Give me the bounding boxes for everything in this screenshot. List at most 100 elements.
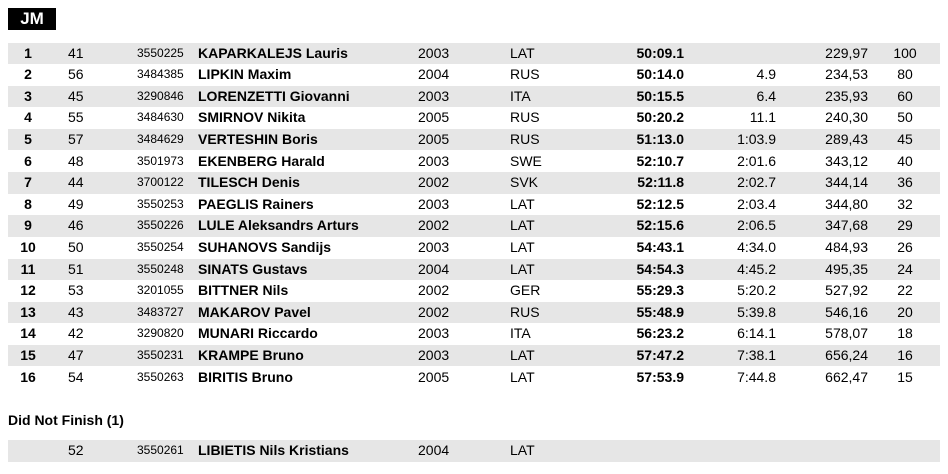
cup-cell: 100 <box>893 44 917 61</box>
bib-cell: 57 <box>68 130 84 147</box>
code-cell: 3550263 <box>137 369 184 384</box>
rank-cell: 10 <box>20 238 36 255</box>
result-row: 52 3550261 LIBIETIS Nils Kristians 2004 LAT <box>8 440 940 462</box>
code-cell: 3290846 <box>137 88 184 103</box>
bib-cell: 43 <box>68 303 84 320</box>
code-cell: 3550248 <box>137 261 184 276</box>
name-cell: BITTNER Nils <box>198 282 289 299</box>
year-cell: 2003 <box>418 325 450 342</box>
bib-cell: 49 <box>68 195 84 212</box>
points-cell: 656,24 <box>825 346 868 363</box>
time-cell: 52:11.8 <box>637 174 684 191</box>
rank-cell: 1 <box>24 44 32 61</box>
year-cell: 2002 <box>418 282 450 299</box>
cup-cell: 50 <box>897 109 913 126</box>
name-cell: LULE Aleksandrs Arturs <box>198 217 359 234</box>
time-cell: 56:23.2 <box>636 325 684 342</box>
name-cell: SINATS Gustavs <box>198 260 308 277</box>
name-cell: MAKAROV Pavel <box>198 303 311 320</box>
cup-cell: 32 <box>897 195 913 212</box>
code-cell: 3484629 <box>137 131 184 146</box>
result-row: 1 41 3550225 KAPARKALEJS Lauris 2003 LAT 50:09… <box>8 42 940 65</box>
result-row: 14 42 3290820 MUNARI Riccardo 2003 ITA 56:23.2… <box>8 323 940 345</box>
result-row: 13 43 3483727 MAKAROV Pavel 2002 RUS 55:48.9 5:… <box>8 301 940 324</box>
cup-cell: 22 <box>897 282 913 299</box>
code-cell: 3550254 <box>137 239 184 254</box>
points-cell: 546,16 <box>825 303 868 320</box>
rank-cell: 7 <box>24 174 32 191</box>
year-cell: 2003 <box>418 44 450 61</box>
year-cell: 2003 <box>418 152 450 169</box>
points-cell: 662,47 <box>825 368 868 385</box>
code-cell: 3550231 <box>137 347 184 362</box>
time-cell: 50:14.0 <box>636 66 684 83</box>
section-title: Did Not Finish (1) <box>8 412 124 428</box>
code-cell: 3290820 <box>137 326 184 341</box>
diff-cell: 5:39.8 <box>737 303 776 320</box>
points-cell: 484,93 <box>825 238 868 255</box>
result-row: 12 53 3201055 BITTNER Nils 2002 GER 55:29.3 5:2… <box>8 280 940 302</box>
bib-cell: 55 <box>68 109 84 126</box>
time-cell: 54:43.1 <box>636 238 684 255</box>
diff-cell: 11.1 <box>749 109 776 126</box>
result-row: 6 48 3501973 EKENBERG Harald 2003 SWE 52:10.7 2… <box>8 151 940 173</box>
result-row: 9 46 3550226 LULE Aleksandrs Arturs 2002 LAT 5… <box>8 215 940 237</box>
rank-cell: 8 <box>24 195 32 212</box>
cup-cell: 60 <box>897 87 913 104</box>
diff-cell: 2:01.6 <box>737 152 776 169</box>
bib-cell: 54 <box>68 368 84 385</box>
time-cell: 57:53.9 <box>636 368 684 385</box>
cup-cell: 20 <box>897 303 913 320</box>
points-cell: 578,07 <box>825 325 868 342</box>
rank-cell: 13 <box>20 303 36 320</box>
result-row: 2 56 3484385 LIPKIN Maxim 2004 RUS 50:14.0 4.9 2… <box>8 64 940 86</box>
time-cell: 50:15.5 <box>636 87 684 104</box>
name-cell: LIPKIN Maxim <box>198 66 292 83</box>
code-cell: 3550225 <box>137 45 184 60</box>
rank-cell: 3 <box>24 87 32 104</box>
year-cell: 2003 <box>418 346 450 363</box>
time-cell: 50:20.2 <box>636 109 684 126</box>
rank-cell: 2 <box>24 66 32 83</box>
rank-cell: 6 <box>24 152 32 169</box>
rank-cell: 11 <box>20 260 36 277</box>
rank-cell: 14 <box>20 325 36 342</box>
year-cell: 2002 <box>418 217 450 234</box>
points-cell: 347,68 <box>825 217 868 234</box>
year-cell: 2002 <box>418 174 450 191</box>
bib-cell: 52 <box>68 442 84 458</box>
time-cell: 57:47.2 <box>636 346 684 363</box>
diff-cell: 5:20.2 <box>737 282 776 299</box>
diff-cell: 2:02.7 <box>737 174 776 191</box>
diff-cell: 1:03.9 <box>737 130 776 147</box>
result-row: 8 49 3550253 PAEGLIS Rainers 2003 LAT 52:12.5 2… <box>8 194 940 216</box>
cup-cell: 16 <box>897 346 913 363</box>
code-cell: 3201055 <box>137 283 184 298</box>
diff-cell: 7:44.8 <box>737 368 776 385</box>
points-cell: 229,97 <box>825 44 868 61</box>
nation-cell: SVK <box>510 174 539 191</box>
code-cell: 3501973 <box>137 153 184 168</box>
rank-cell: 12 <box>20 282 36 299</box>
nation-cell: LAT <box>510 238 535 255</box>
cup-cell: 15 <box>897 368 913 385</box>
bib-cell: 50 <box>68 238 84 255</box>
points-cell: 240,30 <box>825 109 868 126</box>
name-cell: KRAMPE Bruno <box>198 346 304 363</box>
points-cell: 344,80 <box>825 195 868 212</box>
nation-cell: LAT <box>510 346 535 363</box>
nation-cell: LAT <box>510 260 535 277</box>
name-cell: MUNARI Riccardo <box>198 325 318 342</box>
bib-cell: 48 <box>68 152 84 169</box>
result-row: 7 44 3700122 TILESCH Denis 2002 SVK 52:11.8 2:0… <box>8 172 940 194</box>
nation-cell: GER <box>510 282 541 299</box>
year-cell: 2005 <box>418 109 450 126</box>
points-cell: 343,12 <box>825 152 868 169</box>
name-cell: EKENBERG Harald <box>198 152 325 169</box>
time-cell: 50:09.1 <box>636 44 684 61</box>
result-row: 15 47 3550231 KRAMPE Bruno 2003 LAT 57:47.2 7:3… <box>8 344 940 367</box>
category-label: JM <box>8 8 56 30</box>
diff-cell: 7:38.1 <box>737 346 776 363</box>
nation-cell: ITA <box>510 87 531 104</box>
rank-cell: 16 <box>20 368 36 385</box>
